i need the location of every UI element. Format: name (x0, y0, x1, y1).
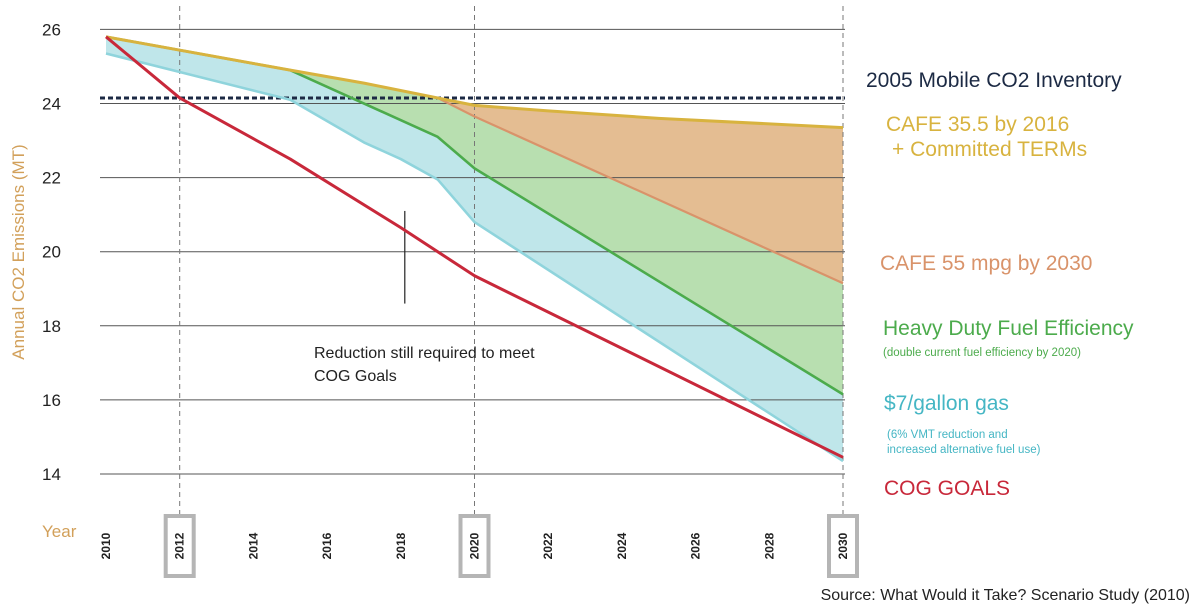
y-tick-22: 22 (42, 169, 61, 188)
x-tick-2020: 2020 (468, 532, 482, 559)
line-cog (105, 35, 844, 459)
legend-cafe-55: CAFE 55 mpg by 2030 (880, 252, 1092, 275)
source-note: Source: What Would it Take? Scenario Stu… (821, 587, 1190, 604)
legend-gas-note-1: (6% VMT reduction and (887, 429, 1008, 441)
legend-gas-note-2: increased alternative fuel use) (887, 444, 1041, 456)
y-tick-26: 26 (42, 20, 61, 39)
y-axis-label: Annual CO2 Emissions (MT) (9, 144, 28, 359)
x-tick-2016: 2016 (320, 532, 334, 559)
legend-cog-goals: COG GOALS (884, 477, 1010, 500)
legend-committed-terms: + Committed TERMs (892, 138, 1087, 161)
x-tick-2014: 2014 (246, 532, 260, 559)
line-committed (105, 35, 844, 130)
legend-2005-inventory: 2005 Mobile CO2 Inventory (866, 69, 1122, 92)
x-tick-2026: 2026 (689, 532, 703, 559)
x-tick-2024: 2024 (615, 532, 629, 559)
scenario-fills (106, 36, 843, 462)
fill-cafe55-band (106, 36, 843, 284)
year-highlight-box-2020 (458, 514, 491, 578)
legend-gas-price: $7/gallon gas (884, 392, 1009, 415)
y-tick-24: 24 (42, 95, 61, 114)
legend-cafe-35-5: CAFE 35.5 by 2016 (886, 113, 1069, 136)
x-tick-2028: 2028 (762, 532, 776, 559)
x-tick-2022: 2022 (541, 532, 555, 559)
gridlines (100, 6, 845, 538)
y-tick-16: 16 (42, 391, 61, 410)
scenario-lines (105, 35, 844, 463)
y-tick-14: 14 (42, 465, 61, 484)
x-tick-2030: 2030 (836, 532, 850, 559)
x-axis-label: Year (42, 522, 77, 541)
x-tick-2012: 2012 (173, 532, 187, 559)
year-highlight-box-2030 (827, 514, 859, 578)
line-gas (105, 52, 844, 463)
y-tick-20: 20 (42, 243, 61, 262)
x-tick-2010: 2010 (99, 532, 113, 559)
year-highlight-box-2012 (163, 514, 196, 578)
legend-heavy-duty-note: (double current fuel efficiency by 2020) (883, 347, 1081, 359)
x-tick-2018: 2018 (394, 532, 408, 559)
annotation-line-2: COG Goals (314, 368, 397, 385)
legend-heavy-duty: Heavy Duty Fuel Efficiency (883, 317, 1134, 340)
y-tick-18: 18 (42, 317, 61, 336)
annotation-line-1: Reduction still required to meet (314, 345, 535, 362)
